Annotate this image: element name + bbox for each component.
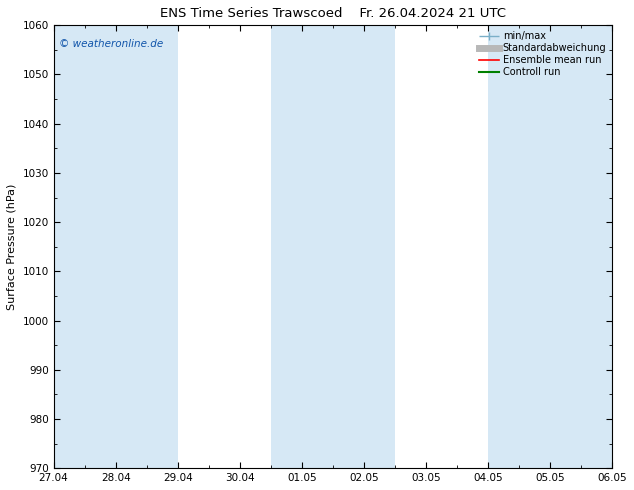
Text: © weatheronline.de: © weatheronline.de (59, 39, 164, 49)
Bar (54, 25, 115, 468)
Bar (333, 25, 395, 468)
Y-axis label: Surface Pressure (hPa): Surface Pressure (hPa) (7, 184, 17, 310)
Bar (550, 25, 612, 468)
Bar (488, 25, 550, 468)
Legend: min/max, Standardabweichung, Ensemble mean run, Controll run: min/max, Standardabweichung, Ensemble me… (477, 28, 609, 80)
Title: ENS Time Series Trawscoed    Fr. 26.04.2024 21 UTC: ENS Time Series Trawscoed Fr. 26.04.2024… (160, 7, 506, 20)
Bar (271, 25, 333, 468)
Bar (115, 25, 178, 468)
